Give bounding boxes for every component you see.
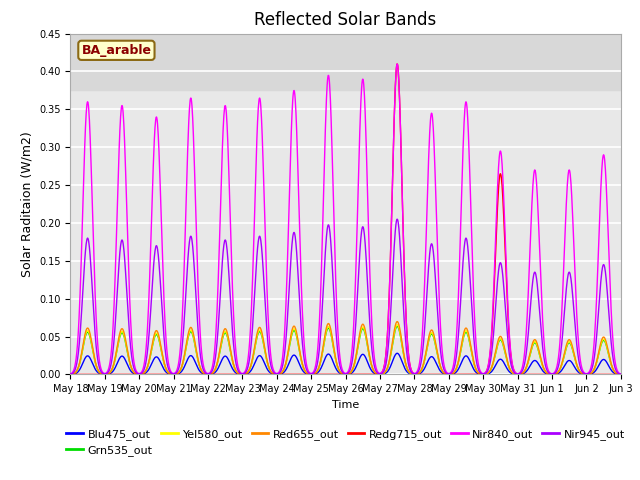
X-axis label: Time: Time [332, 400, 359, 409]
Nir945_out [152, 243, 160, 249]
Blu475_out [556, 369, 564, 375]
Redg715_out [321, 372, 328, 377]
Nir840_out [321, 152, 328, 157]
Yel580_out [610, 368, 618, 374]
Yel580_out [331, 353, 339, 359]
Blu475_out [610, 370, 618, 376]
Red655_out [556, 365, 564, 371]
Redg715_out [67, 372, 74, 377]
Line: Nir945_out: Nir945_out [70, 219, 621, 374]
Redg715_out [556, 372, 564, 377]
Redg715_out [152, 372, 160, 377]
Blu475_out [393, 350, 401, 356]
Nir945_out [610, 361, 618, 367]
Redg715_out [617, 372, 625, 377]
Legend: Blu475_out, Grn535_out, Yel580_out, Red655_out, Redg715_out, Nir840_out, Nir945_: Blu475_out, Grn535_out, Yel580_out, Red6… [62, 424, 629, 460]
Red655_out [67, 372, 74, 377]
Red655_out [393, 319, 401, 324]
Nir840_out [556, 336, 564, 342]
Nir945_out [556, 354, 564, 360]
Redg715_out [476, 372, 483, 377]
Redg715_out [610, 372, 618, 377]
Grn535_out [331, 353, 339, 359]
Line: Red655_out: Red655_out [70, 322, 621, 374]
Nir945_out [476, 369, 483, 374]
Nir945_out [321, 262, 328, 267]
Nir840_out [476, 366, 483, 372]
Yel580_out [476, 371, 483, 376]
Nir945_out [393, 216, 401, 222]
Blu475_out [67, 372, 74, 377]
Line: Redg715_out: Redg715_out [70, 64, 621, 374]
Blu475_out [152, 354, 160, 360]
Nir840_out [617, 371, 625, 377]
Text: BA_arable: BA_arable [81, 44, 152, 57]
Grn535_out [617, 372, 625, 377]
Grn535_out [476, 371, 483, 376]
Yel580_out [556, 366, 564, 372]
Red655_out [331, 352, 339, 358]
Title: Reflected Solar Bands: Reflected Solar Bands [255, 11, 436, 29]
Blu475_out [617, 372, 625, 377]
Red655_out [610, 368, 618, 373]
Nir840_out [67, 371, 74, 377]
Grn535_out [393, 324, 401, 329]
Nir840_out [331, 255, 339, 261]
Redg715_out [331, 372, 339, 377]
Grn535_out [556, 366, 564, 372]
Y-axis label: Solar Raditaion (W/m2): Solar Raditaion (W/m2) [20, 131, 33, 277]
Blu475_out [476, 371, 483, 377]
Grn535_out [152, 332, 160, 337]
Grn535_out [610, 368, 618, 374]
Redg715_out [393, 61, 401, 67]
Nir945_out [331, 313, 339, 319]
Grn535_out [321, 337, 328, 343]
Bar [70, 34, 621, 90]
Yel580_out [67, 372, 74, 377]
Line: Blu475_out: Blu475_out [70, 353, 621, 374]
Nir945_out [67, 372, 74, 377]
Red655_out [321, 334, 328, 340]
Nir945_out [617, 372, 625, 377]
Nir840_out [610, 350, 618, 356]
Line: Nir840_out: Nir840_out [70, 64, 621, 374]
Grn535_out [67, 372, 74, 377]
Blu475_out [331, 364, 339, 370]
Line: Grn535_out: Grn535_out [70, 326, 621, 374]
Yel580_out [152, 330, 160, 336]
Yel580_out [393, 322, 401, 328]
Line: Yel580_out: Yel580_out [70, 325, 621, 374]
Nir840_out [393, 61, 401, 67]
Blu475_out [321, 357, 328, 362]
Red655_out [617, 372, 625, 377]
Yel580_out [617, 372, 625, 377]
Nir840_out [152, 114, 160, 120]
Yel580_out [321, 336, 328, 342]
Red655_out [476, 371, 483, 376]
Red655_out [152, 328, 160, 334]
